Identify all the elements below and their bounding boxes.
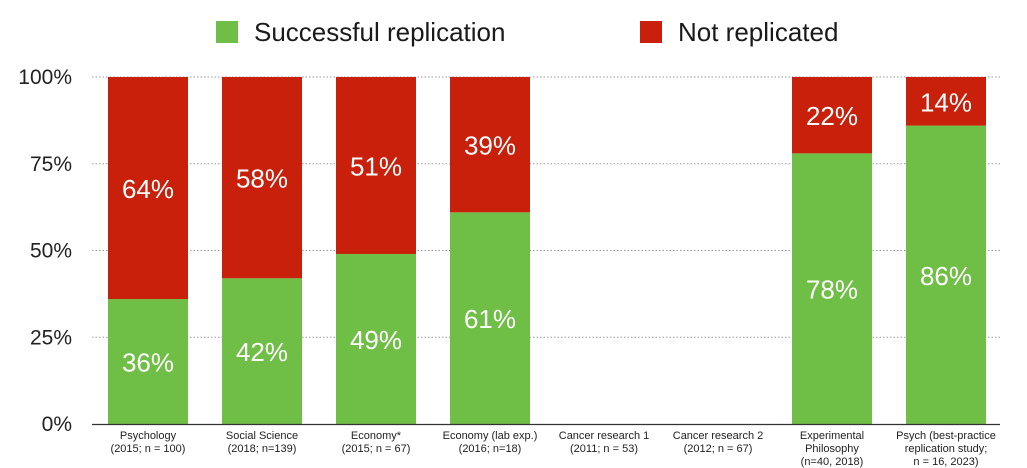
bar-value-label: 22%	[806, 101, 858, 131]
bar-successful	[108, 299, 188, 424]
bar-not-replicated	[792, 77, 872, 154]
x-category-label: Economy (lab exp.) (2016; n=18)	[443, 430, 538, 455]
x-category-label: Experimental Philosophy (n=40, 2018)	[800, 430, 864, 468]
bar-successful	[222, 278, 302, 424]
bar-not-replicated	[222, 77, 302, 279]
bar-not-replicated	[906, 77, 986, 126]
x-category-label: Psych (best-practice replication study; n …	[896, 430, 996, 468]
bars: 36% 64% 42% 58% 49% 51% 61% 39% 78% 22% 86% 14%	[108, 77, 986, 424]
x-category-label: Cancer research 1 (2011; n = 53)	[559, 430, 650, 455]
bar-value-label: 86%	[920, 261, 972, 291]
bar-not-replicated	[336, 77, 416, 254]
y-tick-label: 100%	[18, 66, 72, 89]
bar-value-label: 49%	[350, 325, 402, 355]
legend-label-1: Not replicated	[678, 17, 838, 47]
y-tick-label: 25%	[30, 326, 72, 349]
legend: Successful replication Not replicated	[216, 17, 838, 47]
bar-value-label: 64%	[122, 174, 174, 204]
x-category-label: Social Science (2018; n=139)	[226, 430, 298, 455]
bar-value-label: 61%	[464, 304, 516, 334]
bar-successful	[792, 153, 872, 424]
bar-successful	[450, 212, 530, 424]
bar-successful	[906, 125, 986, 424]
y-tick-label: 0%	[42, 413, 72, 436]
legend-swatch-0	[216, 21, 238, 43]
bar-value-label: 14%	[920, 87, 972, 117]
legend-swatch-1	[640, 21, 662, 43]
bar-value-label: 78%	[806, 275, 858, 305]
bar-not-replicated	[108, 77, 188, 300]
bar-value-label: 42%	[236, 337, 288, 367]
x-category-label: Psychology (2015; n = 100)	[111, 430, 186, 455]
bar-not-replicated	[450, 77, 530, 213]
legend-label-0: Successful replication	[254, 17, 505, 47]
y-axis: 0% 25% 50% 75% 100%	[18, 66, 72, 436]
y-tick-label: 50%	[30, 240, 72, 263]
x-category-label: Economy* (2015; n = 67)	[342, 430, 411, 455]
bar-successful	[336, 253, 416, 424]
bar-value-label: 58%	[236, 164, 288, 194]
x-category-label: Cancer research 2 (2012; n = 67)	[673, 430, 764, 455]
x-axis: Psychology (2015; n = 100) Social Science(…	[92, 423, 1000, 468]
bar-value-label: 39%	[464, 131, 516, 161]
bar-value-label: 36%	[122, 348, 174, 378]
bar-value-label: 51%	[350, 151, 402, 181]
y-tick-label: 75%	[30, 153, 72, 176]
